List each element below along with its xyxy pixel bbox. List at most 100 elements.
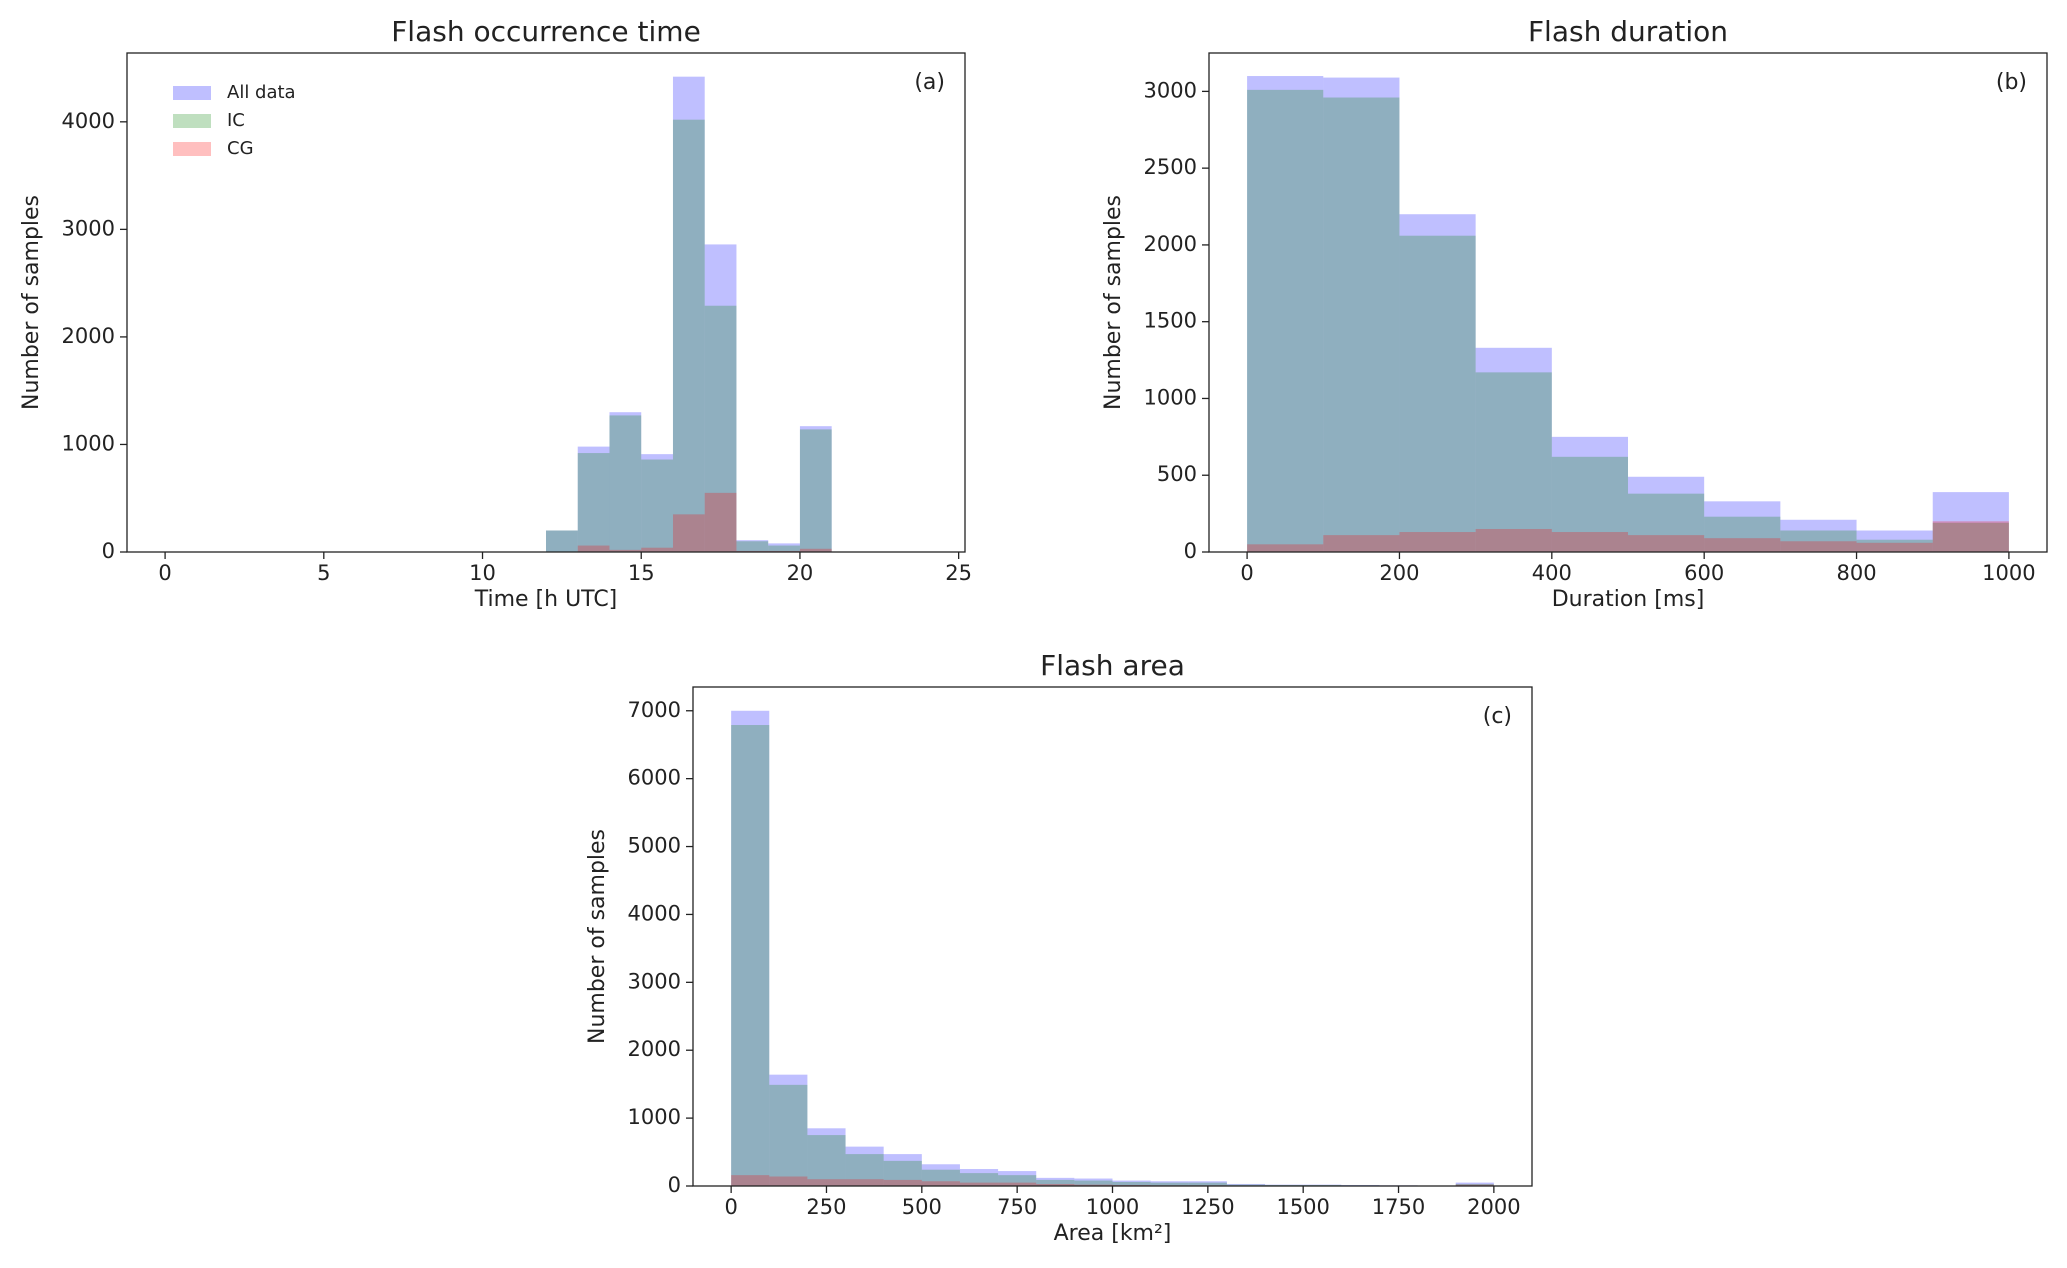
x-tick-label: 1500 [1276,1195,1329,1219]
y-tick-label: 2000 [1144,232,1197,256]
bar [1074,1184,1113,1186]
x-tick-label: 20 [787,561,814,585]
bar [768,543,800,552]
bar [1323,97,1400,552]
bar [1188,1181,1227,1186]
bar [1265,1184,1304,1186]
x-axis-label: Time [h UTC] [474,587,618,612]
y-tick-label: 3000 [62,216,115,240]
bar [1551,532,1628,552]
x-tick-label: 1250 [1181,1195,1234,1219]
legend-label: IC [227,110,245,131]
bar [1303,1184,1342,1186]
bar [998,1175,1037,1186]
bar [959,1169,999,1186]
x-tick-label: 800 [1836,561,1876,585]
bar [998,1182,1037,1186]
bar [998,1171,1037,1186]
bar [1399,214,1476,552]
y-tick-label: 7000 [628,698,681,722]
bar [959,1182,999,1186]
bar [1932,492,2009,552]
legend-swatch [173,86,211,100]
y-tick-label: 1500 [1144,309,1197,333]
panel-label: (c) [1483,704,1512,729]
bar [799,429,832,552]
y-tick-label: 3000 [628,969,681,993]
y-tick-label: 0 [1184,539,1197,563]
bar [1112,1180,1151,1186]
y-tick-label: 2000 [62,324,115,348]
bar [577,545,610,552]
bar [672,514,705,552]
bar [704,305,737,552]
x-tick-label: 500 [902,1195,942,1219]
bar [799,548,832,552]
panel-label: (b) [1996,70,2027,95]
bar [1226,1184,1266,1186]
bar [1188,1182,1227,1186]
bar [1475,372,1552,552]
bar [1704,501,1781,552]
axes-frame [126,52,966,553]
x-axis-label: Duration [ms] [1552,587,1705,612]
bar [845,1179,884,1186]
bar [1150,1181,1189,1186]
bar [799,426,832,552]
bar [1112,1181,1151,1186]
bar [1247,76,1324,553]
bar [921,1169,960,1186]
bar [921,1164,960,1186]
x-tick-label: 1000 [1086,1195,1139,1219]
chart-title: Flash duration [1528,15,1728,48]
bar [807,1135,846,1186]
y-tick-label: 1000 [628,1105,681,1129]
axes-frame [1208,52,2048,553]
bar [1036,1177,1075,1186]
bar [769,1074,808,1186]
y-tick-label: 1000 [62,431,115,455]
bar [731,710,770,1186]
legend-label: CG [227,138,254,159]
bar [731,725,770,1186]
x-tick-label: 10 [469,561,496,585]
bar [641,459,673,552]
panel: 0 200 400 600 800 1000 0 500 1000 1500 2000 2500 300… [1101,15,2048,612]
panel: 0 5 10 15 20 25 0 1000 2000 3000 4000 Flash occurre… [19,15,972,612]
legend-label: All data [227,82,296,103]
bar [1628,535,1705,552]
bar [577,446,610,552]
bar [672,76,705,552]
x-axis-label: Area [km²] [1054,1221,1172,1246]
y-tick-label: 0 [102,539,115,563]
x-tick-label: 0 [1240,561,1253,585]
legend-swatch [173,114,211,128]
bar [1036,1179,1075,1186]
y-tick-label: 0 [668,1173,681,1197]
bar [577,453,610,552]
bar [807,1179,846,1186]
bar [1551,436,1628,552]
bar [609,549,642,552]
bar [1932,521,2009,552]
bar [1475,528,1552,552]
chart-title: Flash area [1040,649,1185,682]
y-tick-label: 5000 [628,834,681,858]
bar [1323,535,1400,552]
y-tick-label: 2000 [628,1037,681,1061]
x-tick-label: 15 [628,561,655,585]
bar [769,1084,808,1186]
bar [1475,347,1552,552]
bar [768,545,800,552]
x-tick-label: 1000 [1982,561,2035,585]
bar [546,530,578,552]
x-tick-label: 1750 [1372,1195,1425,1219]
bar [1226,1183,1266,1186]
y-tick-label: 3000 [1144,78,1197,102]
x-tick-label: 25 [945,561,972,585]
x-tick-label: 0 [158,561,171,585]
x-tick-label: 250 [806,1195,846,1219]
x-tick-label: 750 [997,1195,1037,1219]
panel-label: (a) [914,70,945,95]
